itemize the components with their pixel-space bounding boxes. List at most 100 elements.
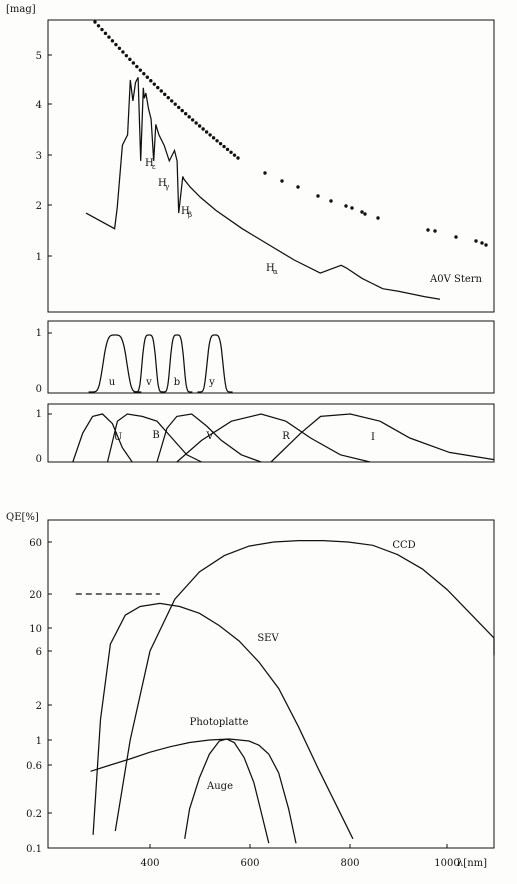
legend-a0v-stern: A0V Stern [429,274,483,285]
panel1-ytick-label: 3 [36,151,42,162]
panel4-frame [47,519,495,849]
panel4-ytick-label: 0.6 [26,761,42,772]
panel2-frame [47,320,495,394]
annotation-h-beta-sub: β [188,211,192,219]
data-point [135,64,139,69]
filter-label-v: v [145,377,152,388]
data-point [329,199,333,203]
panel4-xtick-label: 800 [340,858,359,869]
data-point [173,102,177,106]
series-sev [92,602,354,840]
data-point [107,35,111,39]
data-point [187,115,191,119]
panel3-ytick-label: 0 [36,454,42,465]
filter-label-U: U [114,432,122,443]
data-point [211,136,216,140]
data-point [376,216,380,220]
data-point [110,39,115,43]
data-point [156,85,160,90]
data-point [280,179,284,183]
panel4-ytick-label: 0.2 [26,809,42,820]
annotation-h-epsilon: H [145,158,154,169]
data-point [190,118,195,122]
data-point [426,228,430,232]
data-point [433,229,437,233]
series-label-ccd: CCD [392,540,415,551]
panel1-ylabel: [mag] [6,4,36,15]
data-point [222,144,226,149]
data-point [236,156,240,160]
filter-curve-V [156,413,262,463]
panel4-ylabel: QE[%] [6,512,39,523]
data-point [350,206,354,210]
data-point [128,57,132,62]
series-a0v-spectrum [85,77,441,300]
series-label-photoplatte: Photoplatte [190,717,249,728]
data-point [177,105,181,110]
annotation-h-gamma: H [158,178,167,189]
data-point [142,72,146,76]
panel1-ytick-label: 2 [36,201,42,212]
data-point [344,204,348,208]
data-point [204,130,209,134]
panel4-ytick-label: 0.1 [26,844,42,855]
data-point [149,79,153,83]
panel4-xtick-label: 600 [240,858,259,869]
data-point [163,92,167,97]
data-point [131,61,136,65]
panel2-ytick-label: 0 [36,384,42,395]
series-ccd [114,539,495,832]
filter-curve-b [161,334,193,393]
panel1-frame [47,19,495,313]
data-point [159,89,163,93]
data-point [117,46,122,50]
filter-label-b: b [174,377,180,388]
data-point [316,194,320,198]
data-point [100,27,104,32]
data-point [103,31,108,36]
data-point [263,171,267,175]
data-point [480,241,484,245]
data-point [229,150,233,154]
filter-curve-B [106,413,202,463]
panel4-ytick-label: 2 [36,701,42,712]
data-point [170,99,174,103]
data-point [296,185,300,189]
panel1-ytick-label: 1 [36,252,42,263]
data-point [201,127,205,131]
filter-label-B: B [152,430,159,441]
data-point [218,141,223,146]
panel3-ytick-label: 1 [36,409,42,420]
annotation-h-alpha-sub: α [273,268,278,276]
data-point [232,153,237,157]
filter-label-I: I [371,432,375,443]
data-point [96,24,101,28]
data-point [152,82,156,86]
filter-curve-u [88,334,142,393]
panel4-ytick-label: 20 [29,590,42,601]
panel4-ytick-label: 10 [29,624,42,635]
data-point [360,210,364,214]
data-point [194,121,198,125]
filter-curve-U [72,413,133,463]
data-point [124,53,129,58]
series-auge [184,738,270,844]
annotation-h-epsilon-sub: ε [152,163,156,171]
filter-curve-I [270,413,495,463]
data-point [183,112,188,116]
data-point [208,133,212,137]
filter-label-R: R [282,431,290,442]
data-point [114,42,118,47]
data-point [215,139,219,143]
data-point [197,124,202,128]
series-label-auge: Auge [206,781,233,792]
data-point [166,95,170,100]
panel4-xlabel: λ[nm] [457,858,487,869]
data-point [145,75,150,79]
data-point [121,50,125,54]
panel4-ytick-label: 60 [29,538,42,549]
panel4-xtick-label: 1000 [434,858,459,869]
data-point [180,108,184,113]
